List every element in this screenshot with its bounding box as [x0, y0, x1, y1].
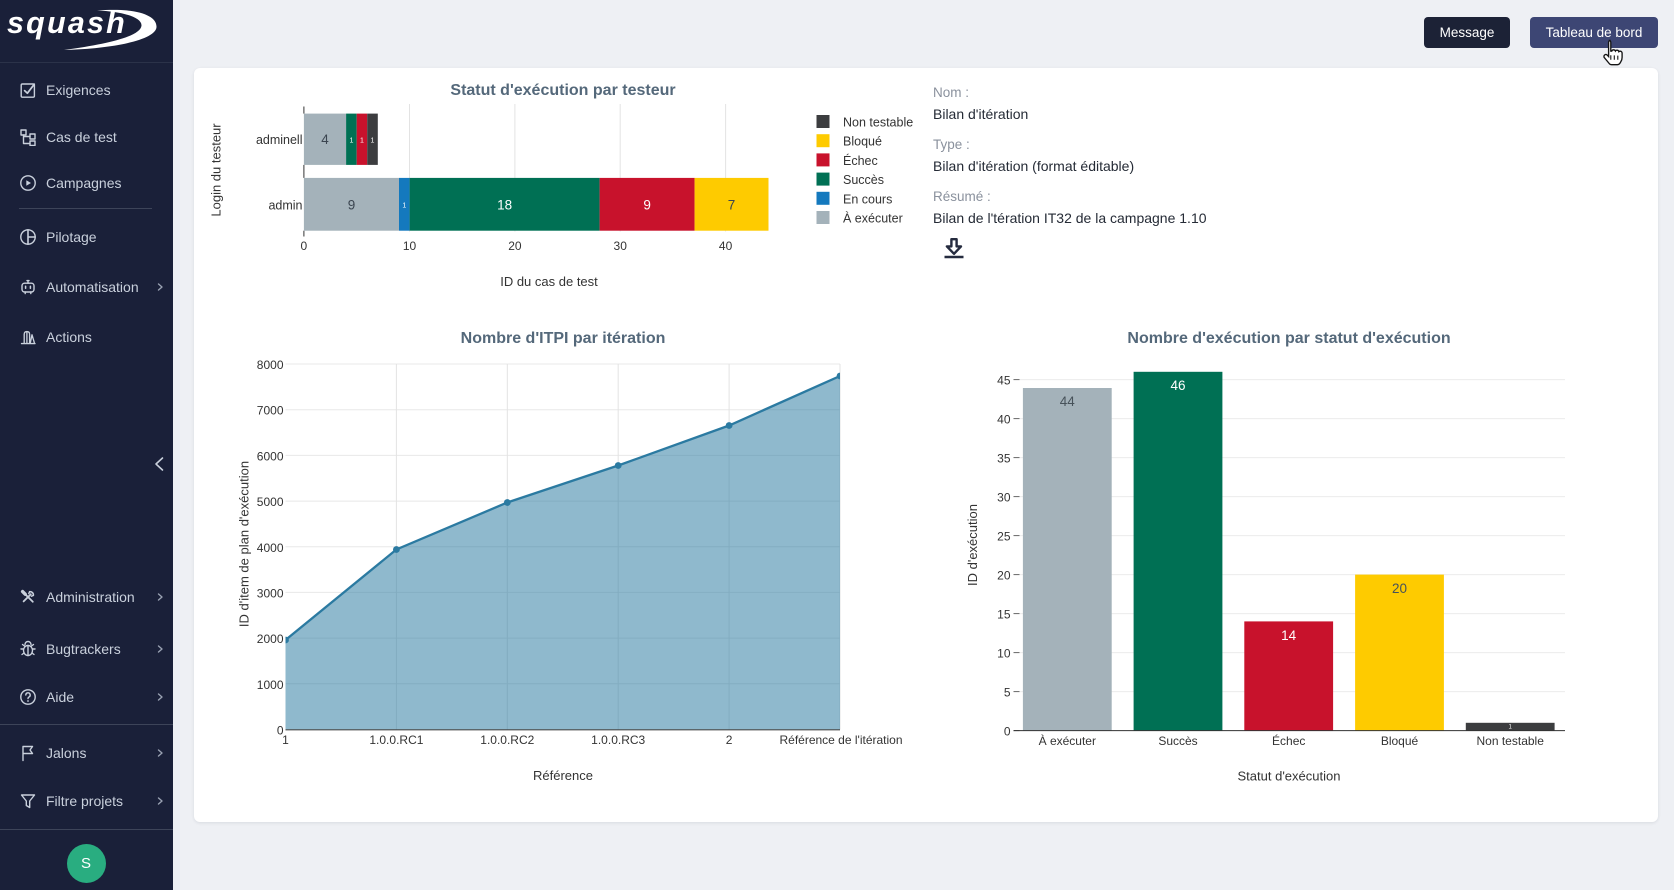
- svg-text:Nombre d'ITPI par itération: Nombre d'ITPI par itération: [461, 330, 666, 347]
- svg-text:À exécuter: À exécuter: [843, 211, 903, 226]
- svg-text:Référence de l'itération: Référence de l'itération: [779, 733, 902, 747]
- svg-text:Référence: Référence: [533, 768, 593, 783]
- svg-text:Échec: Échec: [843, 153, 878, 168]
- svg-text:8000: 8000: [257, 358, 284, 372]
- svg-text:44: 44: [1060, 394, 1076, 409]
- svg-text:1.0.0.RC2: 1.0.0.RC2: [480, 733, 534, 747]
- svg-text:Statut d'exécution par testeur: Statut d'exécution par testeur: [450, 82, 675, 99]
- svg-text:10: 10: [997, 647, 1011, 661]
- svg-text:25: 25: [997, 530, 1011, 544]
- svg-text:1.0.0.RC1: 1.0.0.RC1: [369, 733, 423, 747]
- svg-text:1000: 1000: [257, 678, 284, 692]
- svg-text:Non testable: Non testable: [1477, 734, 1545, 748]
- svg-text:20: 20: [1392, 581, 1407, 596]
- svg-text:1: 1: [402, 203, 406, 210]
- svg-text:40: 40: [719, 239, 733, 253]
- svg-text:1: 1: [371, 138, 375, 145]
- svg-text:0: 0: [277, 724, 284, 738]
- svg-text:3000: 3000: [257, 586, 284, 600]
- svg-text:14: 14: [1281, 628, 1297, 643]
- svg-text:40: 40: [997, 413, 1011, 427]
- svg-text:5: 5: [1004, 686, 1011, 700]
- svg-text:35: 35: [997, 452, 1011, 466]
- svg-text:À exécuter: À exécuter: [1039, 733, 1096, 748]
- svg-text:15: 15: [997, 608, 1011, 622]
- svg-text:10: 10: [403, 239, 417, 253]
- svg-text:1: 1: [349, 138, 353, 145]
- svg-text:admin: admin: [268, 199, 302, 213]
- svg-text:1.0.0.RC3: 1.0.0.RC3: [591, 733, 645, 747]
- svg-text:2: 2: [726, 733, 733, 747]
- svg-text:Bloqué: Bloqué: [843, 135, 882, 149]
- svg-text:Statut d'exécution: Statut d'exécution: [1238, 769, 1341, 784]
- svg-text:30: 30: [997, 491, 1011, 505]
- svg-text:En cours: En cours: [843, 192, 892, 206]
- svg-text:Nombre d'exécution par statut: Nombre d'exécution par statut d'exécutio…: [1127, 330, 1450, 347]
- svg-text:7: 7: [728, 198, 736, 213]
- svg-text:ID du cas de test: ID du cas de test: [500, 274, 598, 289]
- svg-text:20: 20: [508, 239, 522, 253]
- svg-text:0: 0: [1004, 725, 1011, 739]
- svg-text:squash: squash: [7, 6, 127, 40]
- svg-text:ID d'exécution: ID d'exécution: [965, 504, 980, 586]
- svg-text:1: 1: [360, 138, 364, 145]
- svg-text:Échec: Échec: [1272, 733, 1305, 748]
- svg-text:Bloqué: Bloqué: [1381, 734, 1419, 748]
- svg-text:9: 9: [643, 198, 651, 213]
- svg-text:46: 46: [1170, 378, 1185, 393]
- svg-text:adminell: adminell: [256, 133, 303, 147]
- svg-text:Succès: Succès: [843, 173, 884, 187]
- svg-text:ID d'item de plan d'exécution: ID d'item de plan d'exécution: [237, 461, 252, 627]
- svg-text:6000: 6000: [257, 449, 284, 463]
- svg-text:Succès: Succès: [1158, 734, 1197, 748]
- svg-text:9: 9: [348, 198, 356, 213]
- svg-text:18: 18: [497, 198, 512, 213]
- svg-text:20: 20: [997, 569, 1011, 583]
- svg-text:1: 1: [1509, 725, 1513, 731]
- svg-text:Login du testeur: Login du testeur: [209, 123, 224, 217]
- svg-text:4000: 4000: [257, 541, 284, 555]
- svg-text:4: 4: [321, 132, 329, 147]
- svg-text:Non testable: Non testable: [843, 116, 913, 130]
- svg-text:0: 0: [301, 239, 308, 253]
- svg-text:7000: 7000: [257, 404, 284, 418]
- svg-text:30: 30: [614, 239, 628, 253]
- svg-text:1: 1: [282, 733, 289, 747]
- svg-text:5000: 5000: [257, 495, 284, 509]
- svg-text:45: 45: [997, 374, 1011, 388]
- svg-text:2000: 2000: [257, 632, 284, 646]
